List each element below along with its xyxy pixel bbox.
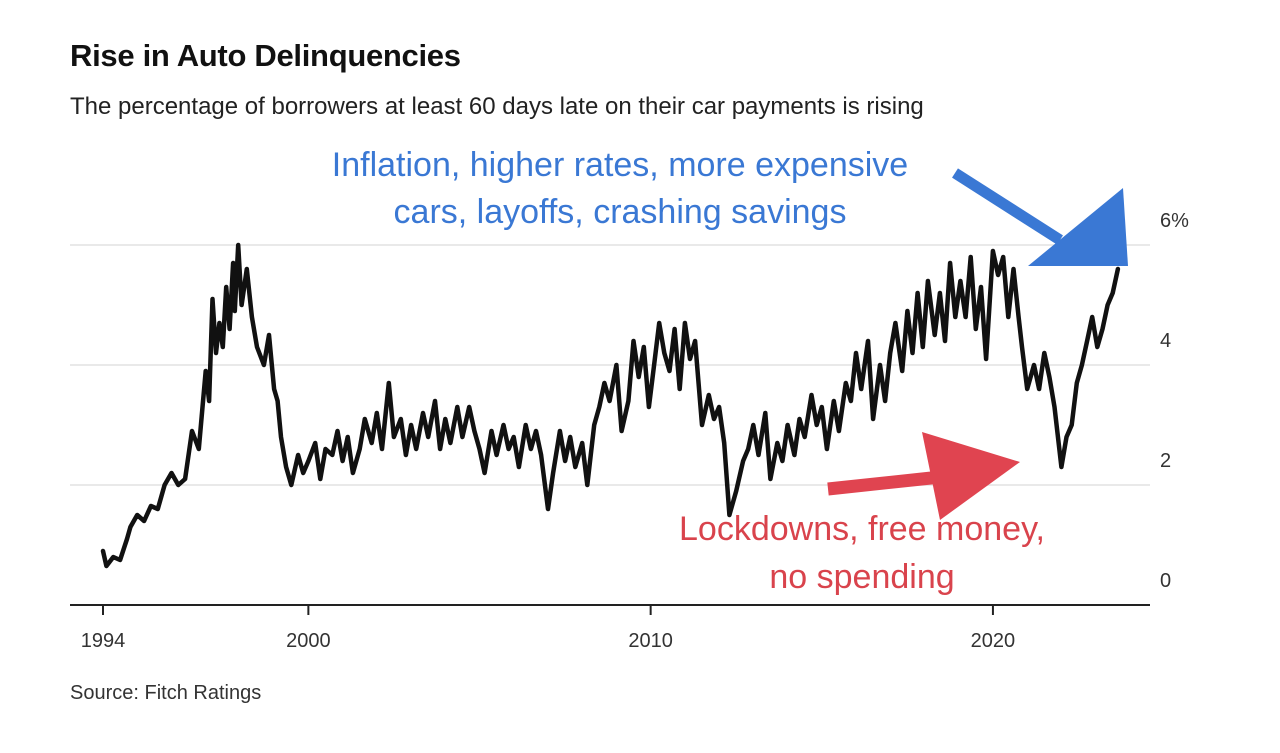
chart-title: Rise in Auto Delinquencies bbox=[70, 38, 461, 73]
x-tick-label: 2020 bbox=[971, 630, 1016, 652]
x-tick-label: 2000 bbox=[286, 630, 331, 652]
x-axis-tick-labels: 1994 2000 2010 2020 bbox=[81, 630, 1015, 652]
annotation-blue-line-1: Inflation, higher rates, more expensive bbox=[332, 146, 908, 184]
annotation-blue: Inflation, higher rates, more expensive … bbox=[332, 146, 1128, 266]
y-tick-label: 6% bbox=[1160, 210, 1189, 232]
y-tick-label: 0 bbox=[1160, 570, 1171, 592]
series-line bbox=[100, 242, 1121, 569]
annotation-red: Lockdowns, free money, no spending bbox=[679, 432, 1045, 596]
chart-subtitle: The percentage of borrowers at least 60 … bbox=[70, 93, 924, 120]
annotation-blue-arrow bbox=[952, 168, 1128, 266]
series-layer bbox=[100, 242, 1121, 569]
y-axis-tick-labels: 0 2 4 6% bbox=[1160, 210, 1189, 592]
x-tick-label: 2010 bbox=[628, 630, 673, 652]
y-tick-label: 2 bbox=[1160, 450, 1171, 472]
y-tick-label: 4 bbox=[1160, 330, 1171, 352]
annotation-red-line-1: Lockdowns, free money, bbox=[679, 510, 1045, 548]
x-axis bbox=[70, 604, 1150, 615]
annotation-red-arrow bbox=[827, 432, 1020, 520]
chart-source: Source: Fitch Ratings bbox=[70, 682, 262, 704]
x-tick-label: 1994 bbox=[81, 630, 126, 652]
annotation-blue-line-2: cars, layoffs, crashing savings bbox=[394, 193, 847, 231]
annotation-red-line-2: no spending bbox=[769, 558, 954, 596]
